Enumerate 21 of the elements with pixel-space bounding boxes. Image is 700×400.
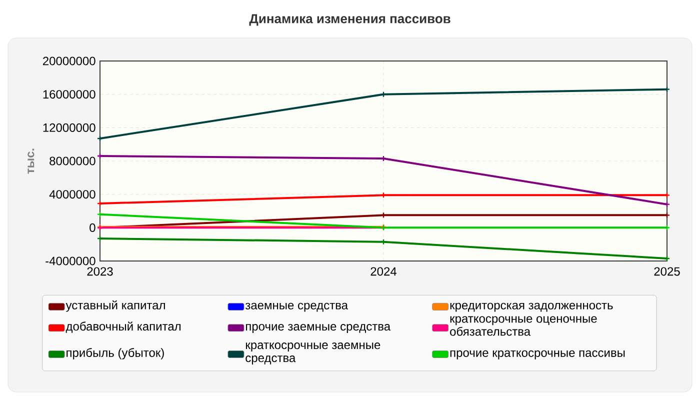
- y-axis-title: тыс.: [28, 148, 34, 174]
- y-tick-label: -4000000: [46, 256, 96, 266]
- y-tick-label: 16000000: [43, 90, 96, 99]
- y-tick-label: 20000000: [43, 56, 96, 66]
- legend-label: прочие заемные средства: [246, 324, 391, 333]
- legend-label: краткосрочные оценочные обязательства: [450, 316, 597, 336]
- x-tick-label: 2025: [654, 267, 680, 276]
- chart-title: Динамика изменения пассивов: [249, 14, 450, 26]
- legend-label: краткосрочные заемные средства: [246, 342, 380, 364]
- legend-label: добавочный капитал: [66, 322, 181, 333]
- y-tick-label: 8000000: [50, 156, 96, 166]
- y-tick-label: 4000000: [49, 190, 96, 199]
- legend-label: кредиторская задолженность: [450, 302, 613, 312]
- x-tick-label: 2024: [370, 267, 396, 276]
- legend-label: прибыль (убыток): [66, 348, 164, 360]
- y-tick-label: 0: [90, 223, 96, 232]
- legend-label: заемные средства: [245, 302, 348, 312]
- legend-label: прочие краткосрочные пассивы: [450, 350, 625, 360]
- legend-label: уставный капитал: [66, 300, 165, 312]
- y-tick-label: 12000000: [43, 123, 96, 132]
- x-tick-label: 2023: [87, 267, 113, 276]
